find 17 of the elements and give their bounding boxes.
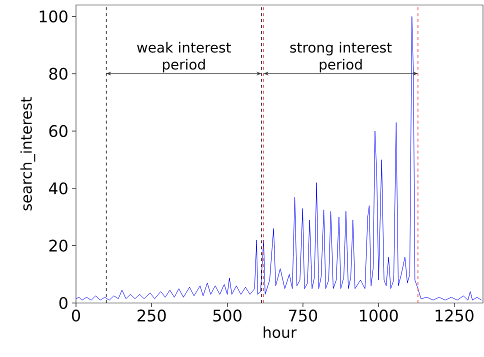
x-tick-label: 250 [138,310,166,322]
y-tick-label: 20 [49,240,68,252]
x-tick-label: 750 [289,310,318,322]
y-tick-label: 0 [59,296,68,310]
annotation: weak interest period [137,42,231,72]
y-tick-label: 80 [49,68,68,80]
x-tick-label: 1000 [360,310,398,322]
y-tick-label: 40 [48,182,68,194]
x-axis-title: hour [264,326,297,338]
x-tick-label: 1250 [436,310,474,322]
x-tick-label: 500 [213,310,242,322]
y-axis-title: search_interest [20,97,36,210]
y-tick-label: 60 [49,125,68,138]
annotation: strong interest period [290,42,392,72]
x-tick-label: 0 [72,310,80,322]
y-tick-label: 100 [40,10,68,22]
line-series [76,16,482,300]
